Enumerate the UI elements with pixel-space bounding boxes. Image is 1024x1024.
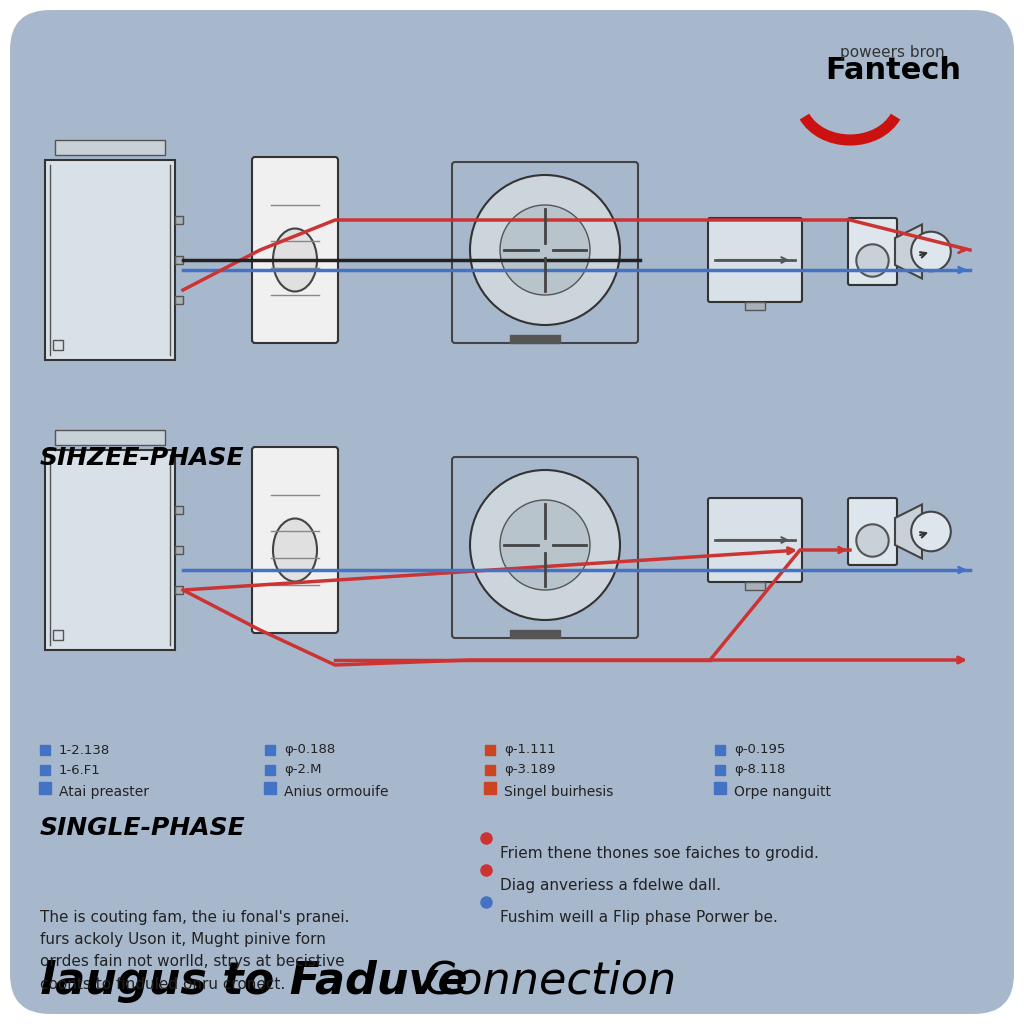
Text: Anius ormouife: Anius ormouife <box>284 785 388 799</box>
Circle shape <box>500 205 590 295</box>
FancyBboxPatch shape <box>848 498 897 565</box>
Text: φ-2.M: φ-2.M <box>284 764 322 776</box>
Text: φ-3.189: φ-3.189 <box>504 764 555 776</box>
Bar <box>55 140 165 155</box>
Text: SINGLE-PHASE: SINGLE-PHASE <box>40 816 246 840</box>
Circle shape <box>470 175 620 325</box>
Polygon shape <box>895 224 922 279</box>
Text: SIHZEE-PHASE: SIHZEE-PHASE <box>40 446 245 470</box>
Circle shape <box>911 231 951 271</box>
Bar <box>45 160 175 360</box>
Text: Atai preaster: Atai preaster <box>59 785 150 799</box>
Bar <box>745 302 765 310</box>
Ellipse shape <box>273 518 317 582</box>
Text: 1-2.138: 1-2.138 <box>59 743 111 757</box>
Text: φ-0.188: φ-0.188 <box>284 743 335 757</box>
Text: Diag anveriess a fdelwe dall.: Diag anveriess a fdelwe dall. <box>500 878 721 893</box>
Circle shape <box>856 245 889 276</box>
Text: Fushim weill a Flip phase Porwer be.: Fushim weill a Flip phase Porwer be. <box>500 910 778 925</box>
Text: Orpe nanguitt: Orpe nanguitt <box>734 785 831 799</box>
Bar <box>175 546 183 554</box>
FancyBboxPatch shape <box>848 218 897 285</box>
Polygon shape <box>895 505 922 558</box>
Bar <box>175 216 183 224</box>
Circle shape <box>856 524 889 557</box>
Bar <box>53 630 63 640</box>
Text: Singel buirhesis: Singel buirhesis <box>504 785 613 799</box>
Text: The is couting fam, the iu fonal's pranei.
furs ackoly Uson it, Mught pinive for: The is couting fam, the iu fonal's prane… <box>40 910 349 991</box>
Bar <box>745 582 765 590</box>
Bar <box>175 256 183 264</box>
Bar <box>55 430 165 445</box>
Text: laugus to Faduve: laugus to Faduve <box>40 961 468 1002</box>
Bar <box>175 296 183 304</box>
Circle shape <box>470 470 620 620</box>
Ellipse shape <box>273 228 317 292</box>
Circle shape <box>500 500 590 590</box>
Text: φ-8.118: φ-8.118 <box>734 764 785 776</box>
Text: Friem thene thones soe faiches to grodid.: Friem thene thones soe faiches to grodid… <box>500 846 819 861</box>
Text: 1-6.F1: 1-6.F1 <box>59 764 100 776</box>
Bar <box>53 340 63 350</box>
FancyBboxPatch shape <box>252 157 338 343</box>
Text: Fantech: Fantech <box>825 56 961 85</box>
Bar <box>175 506 183 514</box>
Text: φ-1.111: φ-1.111 <box>504 743 556 757</box>
Circle shape <box>911 512 951 551</box>
FancyBboxPatch shape <box>708 498 802 582</box>
Text: Connection: Connection <box>410 961 676 1002</box>
Text: φ-0.195: φ-0.195 <box>734 743 785 757</box>
FancyBboxPatch shape <box>708 218 802 302</box>
FancyBboxPatch shape <box>10 10 1014 1014</box>
Bar <box>175 586 183 594</box>
Text: poweers bron: poweers bron <box>840 45 944 60</box>
Bar <box>45 450 175 650</box>
FancyBboxPatch shape <box>252 447 338 633</box>
